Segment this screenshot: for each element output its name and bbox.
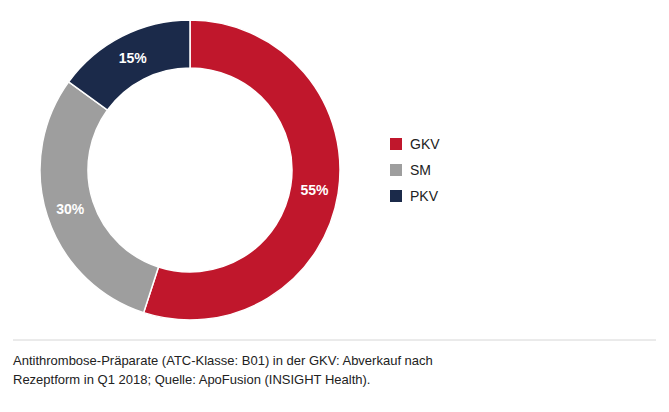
legend-swatch	[390, 190, 402, 202]
legend-label: SM	[410, 162, 431, 178]
legend-label: GKV	[410, 136, 440, 152]
donut: 55% 30% 15%	[40, 20, 340, 320]
legend-label: PKV	[410, 188, 439, 204]
caption: Antithrombose-Präparate (ATC-Klasse: B01…	[13, 353, 433, 368]
legend-item: GKV	[390, 136, 440, 152]
legend-swatch	[390, 138, 402, 150]
legend-item: SM	[390, 162, 431, 178]
slice	[40, 82, 158, 313]
chart-root: 55% 30% 15% GKV SM PKV Antithrombose-Präparate…	[0, 0, 669, 412]
data-label: 55%	[300, 182, 329, 198]
data-label: 30%	[56, 201, 85, 217]
slice	[69, 20, 190, 110]
legend: GKV SM PKV	[390, 136, 440, 204]
legend-item: PKV	[390, 188, 439, 204]
legend-swatch	[390, 164, 402, 176]
separator	[13, 340, 656, 341]
caption: Rezeptform in Q1 2018; Quelle: ApoFusion…	[13, 372, 370, 387]
data-label: 15%	[119, 50, 148, 66]
